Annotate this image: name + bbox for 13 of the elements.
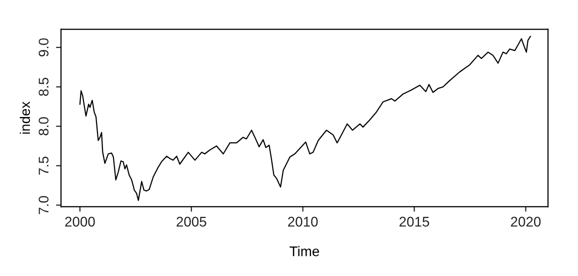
x-tick-label: 2020 (510, 216, 541, 227)
x-axis-title: Time (290, 246, 320, 256)
x-tick-label: 2000 (65, 216, 95, 227)
y-tick-label: 7.5 (38, 156, 49, 175)
x-tick-label: 2005 (176, 216, 206, 227)
x-tick-label: 2015 (400, 216, 430, 227)
x-tick-label: 2010 (288, 216, 318, 227)
y-axis-title: index (20, 102, 30, 134)
line-series (79, 36, 531, 201)
y-tick-label: 7.0 (38, 196, 49, 214)
y-tick-label: 8.0 (38, 117, 49, 136)
y-tick-label: 9.0 (38, 38, 49, 56)
y-tick-label: 8.5 (38, 78, 49, 96)
